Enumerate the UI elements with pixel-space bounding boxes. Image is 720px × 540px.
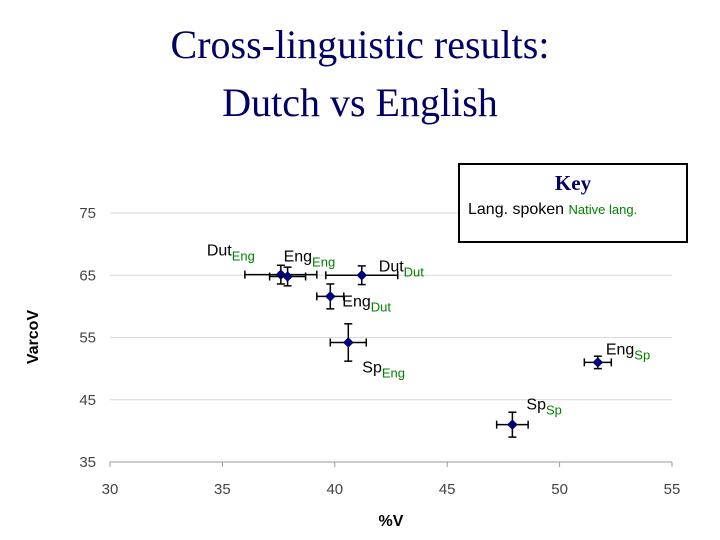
- data-point: [507, 419, 518, 431]
- point-label: EngDut: [342, 293, 391, 314]
- point-label: EngEng: [284, 248, 336, 269]
- point-label: SpEng: [362, 359, 405, 380]
- data-point: [282, 271, 293, 282]
- y-tick-label: 65: [79, 267, 96, 284]
- y-tick-label: 75: [79, 205, 96, 222]
- data-marks: [244, 264, 613, 438]
- point-label: DutDut: [379, 258, 425, 279]
- key-native-lang: Native lang.: [568, 202, 638, 217]
- x-tick-label: 55: [664, 481, 681, 498]
- point-label-sub: Dut: [404, 264, 425, 279]
- point-label: EngSp: [606, 341, 650, 362]
- point-label-sub: Sp: [634, 347, 650, 362]
- point-label-sub: Eng: [382, 365, 405, 380]
- point-label-main: Eng: [342, 293, 370, 310]
- data-point: [342, 337, 354, 348]
- point-label-main: Eng: [284, 248, 312, 265]
- data-point: [356, 269, 368, 281]
- y-tick-label: 55: [79, 330, 96, 347]
- key-box: Key Lang. spoken Native lang.: [458, 163, 688, 243]
- title-line-1: Cross-linguistic results:: [170, 22, 550, 67]
- title-line-2: Dutch vs English: [222, 80, 498, 125]
- key-title: Key: [554, 171, 592, 195]
- point-label-sub: Eng: [312, 254, 335, 269]
- point-label-sub: Dut: [371, 299, 392, 314]
- axes-group: 35 45 55 65 75 30 35 40 45 50 55: [79, 205, 680, 498]
- point-label-main: Sp: [526, 397, 546, 414]
- y-tick-label: 45: [79, 392, 96, 409]
- data-point: [324, 291, 336, 302]
- point-label-main: Dut: [207, 243, 232, 260]
- y-tick-label: 35: [79, 454, 96, 471]
- key-lang-spoken: Lang. spoken: [468, 201, 565, 218]
- point-label-sub: Eng: [232, 249, 255, 264]
- point-label-sub: Sp: [546, 403, 562, 418]
- point-label: SpSp: [526, 397, 561, 418]
- x-tick-label: 40: [326, 481, 343, 498]
- point-label-main: Sp: [362, 359, 382, 376]
- x-tick-label: 35: [214, 481, 231, 498]
- x-tick-label: 30: [102, 481, 119, 498]
- x-tick-label: 50: [551, 481, 568, 498]
- key-description: Lang. spoken Native lang.: [468, 201, 637, 219]
- y-axis-label: VarcoV: [25, 310, 42, 365]
- x-axis-label: %V: [379, 513, 404, 530]
- data-point: [592, 357, 604, 368]
- point-label: DutEng: [207, 243, 255, 264]
- point-label-main: Dut: [379, 258, 404, 275]
- point-label-main: Eng: [606, 341, 634, 358]
- x-tick-label: 45: [439, 481, 456, 498]
